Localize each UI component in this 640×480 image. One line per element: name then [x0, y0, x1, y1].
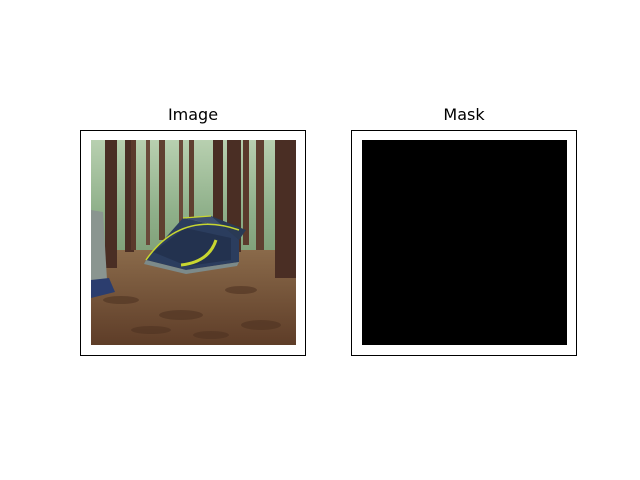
forest-tent-photo [91, 140, 296, 345]
solid-black-mask [362, 140, 567, 345]
left-tent-partial [91, 210, 115, 298]
leaf-litter [103, 286, 281, 339]
mask-panel-title: Mask [443, 105, 485, 124]
dome-tent [144, 215, 246, 274]
image-panel-frame [80, 130, 306, 356]
mask-panel-frame [351, 130, 577, 356]
image-panel-title: Image [167, 105, 219, 124]
forest-tent-illustration [91, 140, 296, 345]
